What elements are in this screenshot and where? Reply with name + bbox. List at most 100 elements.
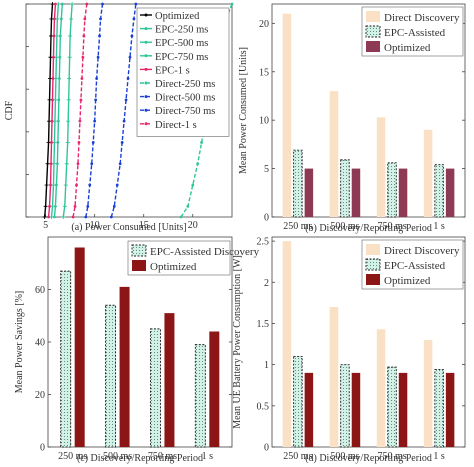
cdf-marker-1-1: [62, 204, 67, 209]
cdf-marker-6-10: [132, 17, 136, 21]
cdf-marker-7-2: [88, 183, 92, 187]
cdf-marker-8-7: [80, 77, 84, 80]
legend-marker-a-8: [144, 122, 148, 126]
bar-b-s0-3: [423, 129, 433, 217]
bar-b-s2-1: [351, 168, 361, 217]
cdf-marker-8-8: [81, 55, 85, 59]
cdf-marker-3-9: [54, 33, 59, 38]
x-tick-label-c-2: 750 ms: [148, 451, 177, 462]
bar-b-s2-3: [445, 168, 455, 217]
bar-d-s2-0: [304, 372, 314, 447]
cdf-marker-6-8: [128, 55, 132, 59]
x-tick-label-a-0: 5: [43, 220, 48, 231]
x-tick-label-b-2: 750 ms: [377, 221, 406, 232]
bar-c-s1-3: [209, 331, 220, 447]
cdf-marker-3-3: [51, 161, 56, 166]
legend-label-a-8: Direct-1 s: [155, 120, 197, 131]
cdf-marker-0-2: [44, 183, 49, 188]
legend-swatch-d-0: [366, 244, 380, 255]
x-tick-label-d-2: 750 ms: [377, 451, 406, 462]
cdf-marker-6-4: [120, 141, 124, 144]
cdf-line-0: [43, 3, 54, 218]
cdf-marker-8-0: [71, 215, 75, 219]
cdf-marker-6-3: [118, 162, 122, 166]
y-tick-label-d-0: 0: [264, 443, 269, 454]
panel-caption-c: (c) Discovery/Reporting Period: [77, 453, 203, 464]
x-tick-label-b-3: 1 s: [433, 221, 445, 232]
bar-b-s1-1: [340, 159, 350, 218]
y-tick-label-c-3: 60: [35, 285, 45, 296]
legend-marker-a-7: [144, 108, 148, 112]
cdf-marker-1-6: [66, 97, 71, 102]
panel-caption-d: (d) Discovery/Reporting Period: [305, 453, 432, 464]
cdf-marker-2-9: [58, 34, 62, 38]
cdf-marker-3-10: [55, 16, 60, 21]
legend-label-a-0: Optimized: [155, 11, 200, 22]
cdf-marker-0-8: [48, 55, 53, 60]
cdf-marker-1-8: [67, 55, 72, 60]
legend-marker-a-6: [144, 95, 148, 99]
cdf-marker-4-6: [51, 98, 54, 102]
cdf-marker-6-1: [112, 204, 116, 208]
cdf-line-1: [62, 3, 73, 218]
cdf-marker-8-2: [75, 183, 78, 187]
cdf-marker-0-11: [50, 2, 55, 6]
cdf-marker-4-5: [50, 119, 54, 123]
x-tick-label-d-0: 250 ms: [283, 451, 312, 462]
cdf-marker-0-5: [47, 119, 52, 124]
legend-swatch-b-2: [366, 41, 380, 52]
panel-caption-b: (b) Discovery/Reporting Period: [305, 223, 432, 234]
legend-label-a-4: EPC-1 s: [155, 65, 190, 76]
cdf-marker-5-4: [200, 141, 203, 144]
y-tick-label-d-4: 2: [264, 278, 269, 289]
legend-swatch-d-2: [366, 274, 380, 285]
cdf-marker-6-2: [115, 183, 119, 187]
bar-c-s0-0: [60, 270, 72, 448]
legend-label-b-0: Direct Discovery: [384, 12, 460, 24]
cdf-marker-3-6: [53, 97, 58, 102]
cdf-marker-1-4: [65, 140, 70, 145]
legend-label-a-5: Direct-250 ms: [155, 79, 215, 90]
legend-marker-a-4: [144, 67, 148, 71]
y-tick-label-d-5: 2.5: [257, 237, 270, 248]
cdf-marker-4-2: [49, 183, 52, 187]
cdf-marker-0-7: [48, 76, 53, 81]
legend-label-b-1: EPC-Assisted: [384, 27, 446, 39]
cdf-marker-3-8: [54, 55, 59, 60]
x-tick-label-d-3: 1 s: [433, 451, 445, 462]
cdf-marker-0-0: [42, 215, 47, 219]
cdf-marker-5-3: [196, 162, 200, 166]
legend-label-a-1: EPC-250 ms: [155, 25, 208, 36]
legend-label-d-2: Optimized: [384, 275, 431, 287]
legend-swatch-d-1: [365, 258, 381, 271]
cdf-marker-5-1: [186, 204, 190, 208]
y-tick-label-d-2: 1: [264, 360, 269, 371]
cdf-marker-0-4: [46, 140, 51, 145]
cdf-marker-7-0: [84, 215, 88, 219]
legend-marker-a-3: [144, 54, 148, 58]
bar-d-s0-0: [282, 241, 292, 447]
cdf-line-4: [47, 3, 57, 218]
y-tick-label-b-0: 0: [264, 213, 269, 224]
cdf-marker-7-6: [94, 98, 98, 102]
cdf-marker-8-3: [76, 162, 80, 166]
cdf-line-2: [53, 3, 63, 218]
bar-b-s1-2: [387, 162, 397, 218]
bar-b-s0-0: [282, 13, 292, 217]
cdf-marker-4-9: [52, 34, 56, 38]
cdf-marker-1-7: [67, 76, 72, 81]
bar-b-s1-0: [293, 149, 303, 218]
cdf-marker-1-10: [69, 16, 74, 21]
cdf-marker-0-3: [45, 161, 50, 166]
x-tick-label-d-1: 500 ms: [330, 451, 359, 462]
bar-d-s2-2: [398, 372, 408, 447]
cdf-marker-2-3: [55, 162, 59, 166]
legend-swatch-c-0: [131, 244, 147, 257]
y-tick-label-d-1: 0.5: [257, 401, 270, 412]
cdf-marker-4-7: [51, 77, 55, 80]
cdf-marker-5-2: [191, 183, 195, 187]
legend-box-a: [136, 7, 230, 137]
cdf-line-3: [50, 3, 60, 218]
y-axis-label-d: Mean UE Battery Power Consumption [W]: [232, 255, 243, 429]
cdf-marker-4-4: [50, 141, 53, 144]
